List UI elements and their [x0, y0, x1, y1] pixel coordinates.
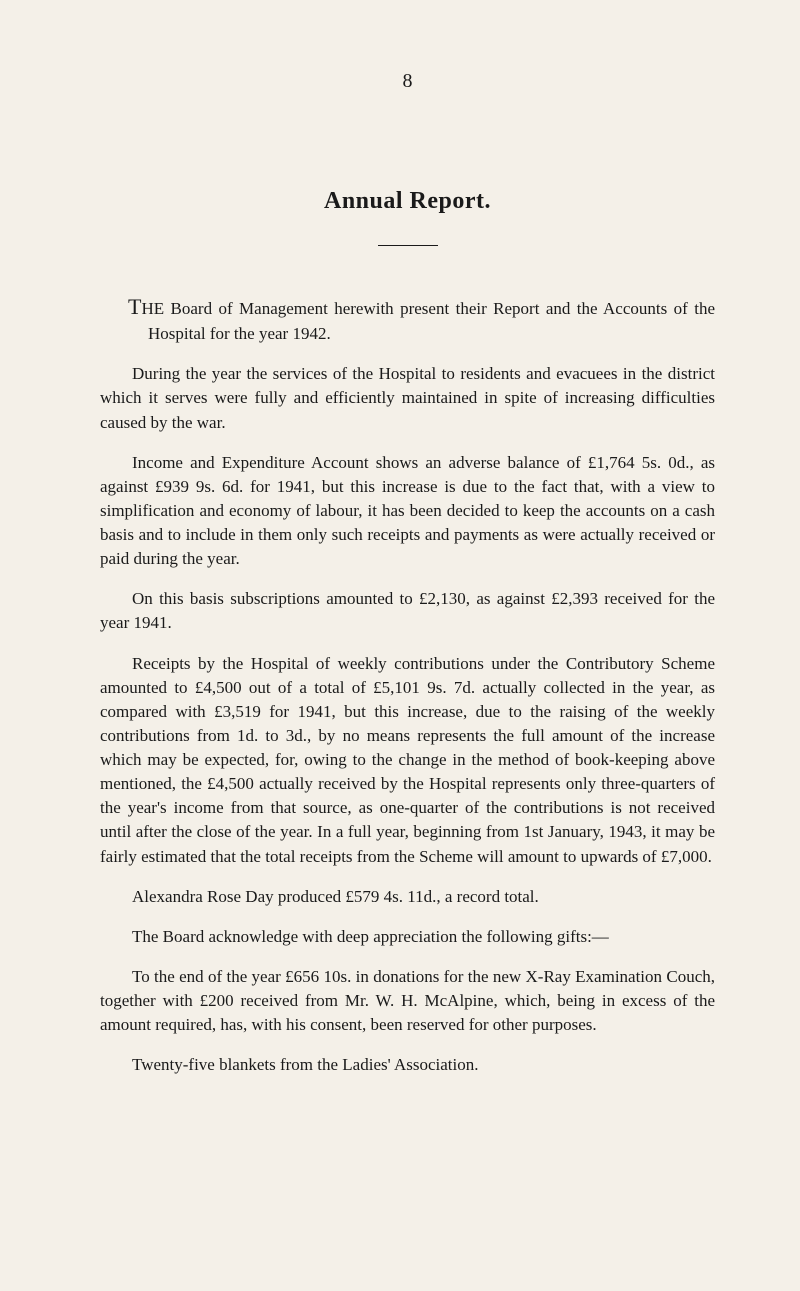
paragraph-1: THE Board of Management herewith present… — [100, 291, 715, 346]
paragraph-1-text: HE Board of Management herewith present … — [141, 299, 715, 343]
report-title: Annual Report. — [100, 188, 715, 215]
page-number: 8 — [100, 70, 715, 93]
paragraph-7: The Board acknowledge with deep apprecia… — [100, 925, 715, 949]
paragraph-3: Income and Expenditure Account shows an … — [100, 451, 715, 572]
drop-cap: T — [128, 294, 141, 319]
title-divider — [100, 233, 715, 251]
paragraph-2: During the year the services of the Hosp… — [100, 362, 715, 434]
paragraph-5: Receipts by the Hospital of weekly contr… — [100, 652, 715, 869]
paragraph-6: Alexandra Rose Day produced £579 4s. 11d… — [100, 885, 715, 909]
paragraph-9: Twenty-five blankets from the Ladies' As… — [100, 1053, 715, 1077]
divider-line — [378, 245, 438, 246]
paragraph-8: To the end of the year £656 10s. in dona… — [100, 965, 715, 1037]
paragraph-4: On this basis subscriptions amounted to … — [100, 587, 715, 635]
